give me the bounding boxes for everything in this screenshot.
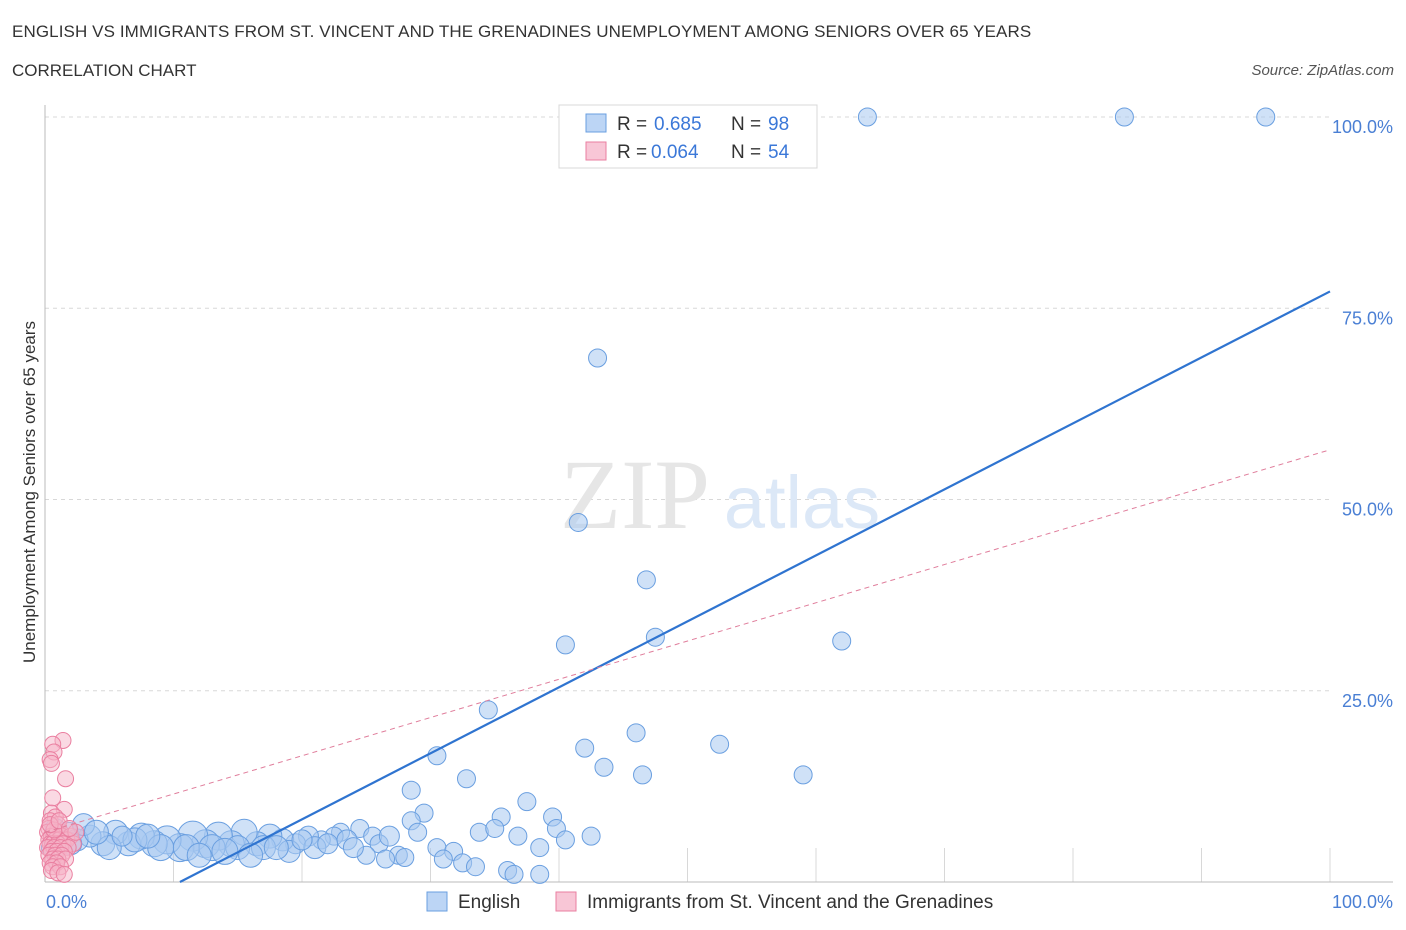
legend-n-label: N =	[731, 142, 761, 163]
watermark-zip: ZIP	[560, 439, 710, 550]
bottom-legend-label-english: English	[458, 892, 520, 913]
english-point	[433, 849, 453, 869]
legend-r-value: 0.064	[651, 142, 699, 163]
legend-swatch-immigrant	[585, 141, 607, 161]
y-tick-label: 25.0%	[1342, 691, 1393, 711]
legend-r-label: R =	[617, 142, 647, 163]
english-point	[633, 765, 653, 785]
english-point	[555, 635, 575, 655]
english-point	[530, 838, 550, 858]
legend-n-value: 98	[768, 114, 789, 135]
tick-labels: 25.0% 50.0% 75.0% 100.0% 0.0% 100.0%	[46, 117, 1393, 912]
trendlines	[44, 290, 1331, 883]
immigrant-point	[55, 865, 73, 883]
english-point	[456, 769, 476, 789]
english-point	[1256, 107, 1276, 127]
english-point	[478, 700, 498, 720]
immigrant-trendline	[44, 449, 1331, 833]
english-point	[135, 823, 161, 849]
english-point	[508, 826, 528, 846]
series-legend: English Immigrants from St. Vincent and …	[426, 891, 993, 913]
english-point	[317, 833, 339, 855]
legend-n-value: 54	[768, 142, 790, 163]
immigrant-points	[39, 731, 85, 883]
english-point	[395, 848, 415, 868]
english-point	[517, 792, 537, 812]
immigrant-point	[42, 754, 60, 772]
english-point	[342, 837, 364, 859]
source-credit: Source: ZipAtlas.com	[1251, 62, 1394, 79]
x-tick-label: 0.0%	[46, 892, 87, 912]
english-point	[378, 825, 400, 847]
english-point	[626, 723, 646, 743]
english-point	[636, 570, 656, 590]
y-tick-label: 100.0%	[1332, 117, 1393, 137]
english-point	[575, 738, 595, 758]
axes	[44, 105, 1393, 883]
english-point	[485, 818, 505, 838]
english-point	[111, 825, 133, 847]
y-tick-label: 75.0%	[1342, 308, 1393, 328]
watermark: ZIP atlas	[560, 439, 880, 550]
english-point	[594, 757, 614, 777]
immigrant-point	[57, 770, 75, 788]
english-point	[291, 829, 313, 851]
english-point	[857, 107, 877, 127]
bottom-legend-swatch-immigrant	[555, 891, 577, 912]
legend-swatch-english	[585, 113, 607, 133]
english-point	[211, 837, 239, 865]
english-point	[83, 819, 109, 845]
english-point	[263, 835, 289, 861]
immigrant-point	[60, 819, 78, 837]
watermark-atlas: atlas	[724, 461, 880, 544]
legend-r-value: 0.685	[654, 114, 702, 135]
english-point	[504, 864, 524, 884]
legend-r-label: R =	[617, 114, 647, 135]
english-point	[710, 734, 730, 754]
english-point	[832, 631, 852, 651]
y-tick-label: 50.0%	[1342, 500, 1393, 520]
english-point	[408, 822, 428, 842]
x-tick-label: 100.0%	[1332, 892, 1393, 912]
y-axis-title: Unemployment Among Seniors over 65 years	[20, 321, 39, 663]
english-point	[465, 857, 485, 877]
english-point	[1114, 107, 1134, 127]
chart-subtitle: CORRELATION CHART	[12, 61, 197, 80]
bottom-legend-label-immigrant: Immigrants from St. Vincent and the Gren…	[587, 892, 993, 913]
english-point	[581, 826, 601, 846]
english-point	[530, 864, 550, 884]
english-point	[376, 849, 396, 869]
english-point	[555, 830, 575, 850]
english-trendline	[179, 290, 1331, 883]
english-point	[186, 842, 212, 868]
legend-n-label: N =	[731, 114, 761, 135]
bottom-legend-swatch-english	[426, 891, 448, 912]
chart-title: ENGLISH VS IMMIGRANTS FROM ST. VINCENT A…	[12, 22, 1032, 41]
english-point	[793, 765, 813, 785]
english-point	[568, 512, 588, 532]
english-point	[401, 780, 421, 800]
english-point	[588, 348, 608, 368]
correlation-legend: R = 0.685 N = 98 R = 0.064 N = 54	[558, 104, 818, 169]
